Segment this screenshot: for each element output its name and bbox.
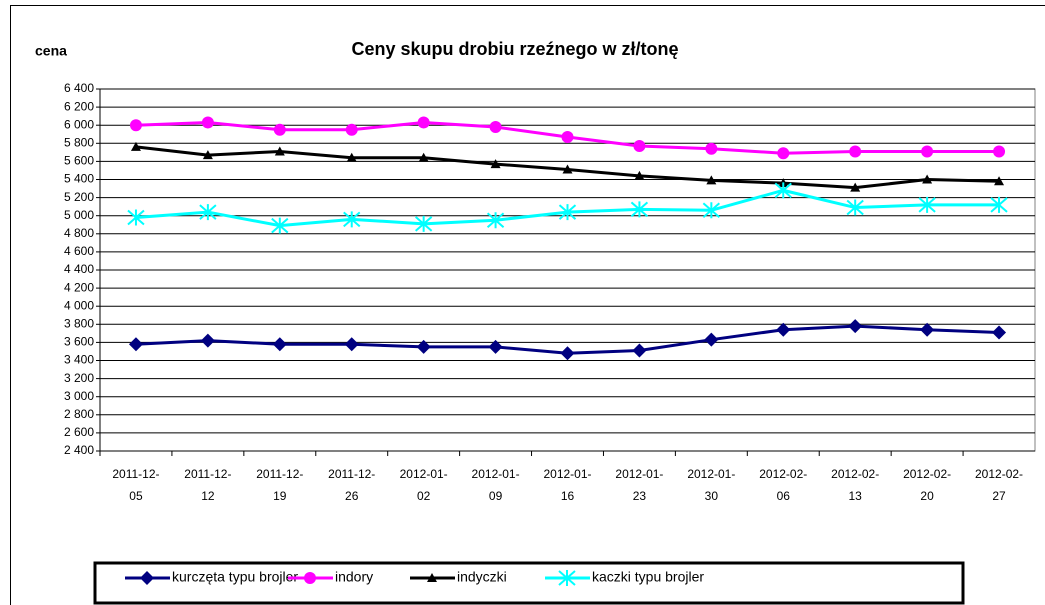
marker — [921, 145, 934, 158]
y-tick-label: 3 000 — [64, 389, 94, 403]
marker — [202, 150, 213, 160]
marker — [345, 123, 358, 136]
marker — [130, 141, 141, 151]
y-tick-label: 5 200 — [64, 190, 94, 204]
y-tick-label: 4 600 — [64, 244, 94, 258]
marker — [488, 339, 503, 354]
marker — [634, 170, 645, 180]
y-tick-label: 5 800 — [64, 135, 94, 149]
legend — [93, 561, 965, 605]
x-tick-label: 2012-02-20 — [903, 467, 951, 503]
chart-title: Ceny skupu drobiu rzeźnego w zł/tonę — [351, 39, 678, 59]
y-tick-label: 3 600 — [64, 335, 94, 349]
y-tick-label: 3 400 — [64, 353, 94, 367]
y-tick-label: 2 800 — [64, 407, 94, 421]
marker — [416, 339, 431, 354]
marker — [850, 182, 861, 192]
x-tick-label: 2011-12-26 — [328, 467, 375, 503]
x-tick-label: 2012-01-16 — [543, 467, 591, 503]
y-tick-label: 4 000 — [64, 298, 94, 312]
x-tick-label: 2012-02-27 — [975, 467, 1023, 503]
marker — [632, 343, 647, 358]
marker — [489, 121, 502, 134]
x-tick-label: 2012-01-23 — [615, 467, 663, 503]
marker — [346, 152, 357, 162]
marker — [558, 204, 577, 221]
x-tick-label: 2012-01-09 — [472, 467, 520, 503]
legend-marker — [140, 571, 154, 585]
marker — [490, 159, 501, 169]
legend-marker — [427, 573, 437, 582]
marker — [920, 322, 935, 337]
legend-label: indory — [335, 569, 373, 585]
x-tick-label: 2011-12-12 — [184, 467, 231, 503]
chart-border — [10, 5, 1045, 605]
marker — [343, 211, 361, 228]
marker — [705, 142, 718, 155]
x-tick-label: 2011-12-05 — [112, 467, 159, 503]
y-tick-label: 4 200 — [64, 280, 94, 294]
marker — [993, 145, 1006, 158]
marker — [630, 201, 649, 218]
marker — [201, 116, 214, 129]
marker — [273, 123, 286, 136]
y-tick-label: 2 600 — [64, 425, 94, 439]
y-tick-label: 4 800 — [64, 226, 94, 240]
x-tick-label: 2012-01-02 — [400, 467, 448, 503]
marker — [272, 337, 287, 352]
marker — [562, 164, 573, 174]
y-tick-label: 3 800 — [64, 316, 94, 330]
marker — [777, 147, 790, 160]
marker — [776, 322, 791, 337]
legend-marker — [304, 572, 316, 584]
y-tick-label: 3 200 — [64, 371, 94, 385]
marker — [414, 215, 433, 232]
y-tick-label: 4 400 — [64, 262, 94, 276]
marker — [706, 175, 717, 185]
y-tick-label: 6 200 — [64, 99, 94, 113]
marker — [849, 145, 862, 158]
marker — [200, 333, 215, 348]
marker — [344, 337, 359, 352]
marker — [846, 199, 864, 216]
marker — [560, 346, 575, 361]
marker — [561, 130, 574, 143]
legend-label: indyczki — [457, 569, 507, 585]
marker — [990, 196, 1008, 213]
marker — [271, 217, 289, 234]
x-tick-label: 2012-02-06 — [759, 467, 807, 503]
marker — [994, 176, 1005, 186]
x-tick-label: 2012-02-13 — [831, 467, 879, 503]
y-tick-label: 6 400 — [64, 81, 94, 95]
legend-label: kaczki typu brojler — [592, 569, 704, 585]
y-tick-label: 5 000 — [64, 208, 94, 222]
y-tick-label: 5 400 — [64, 172, 94, 186]
marker — [702, 202, 721, 219]
marker — [418, 152, 429, 162]
marker — [417, 116, 430, 129]
legend-marker — [558, 570, 576, 586]
marker — [199, 204, 217, 221]
marker — [128, 337, 143, 352]
x-tick-label: 2011-12-19 — [256, 467, 303, 503]
marker — [774, 182, 792, 199]
marker — [127, 209, 145, 226]
marker — [992, 325, 1007, 340]
marker — [848, 319, 863, 334]
marker — [633, 140, 646, 153]
marker — [704, 332, 719, 347]
marker — [486, 212, 505, 229]
legend-label: kurczęta typu brojler — [172, 569, 298, 585]
y-tick-label: 6 000 — [64, 117, 94, 131]
y-tick-label: 2 400 — [64, 443, 94, 457]
marker — [274, 146, 285, 156]
marker — [129, 119, 142, 132]
y-tick-label: 5 600 — [64, 154, 94, 168]
x-tick-label: 2012-01-30 — [687, 467, 735, 503]
marker — [922, 174, 933, 184]
y-axis-label: cena — [35, 43, 67, 59]
marker — [918, 196, 936, 213]
